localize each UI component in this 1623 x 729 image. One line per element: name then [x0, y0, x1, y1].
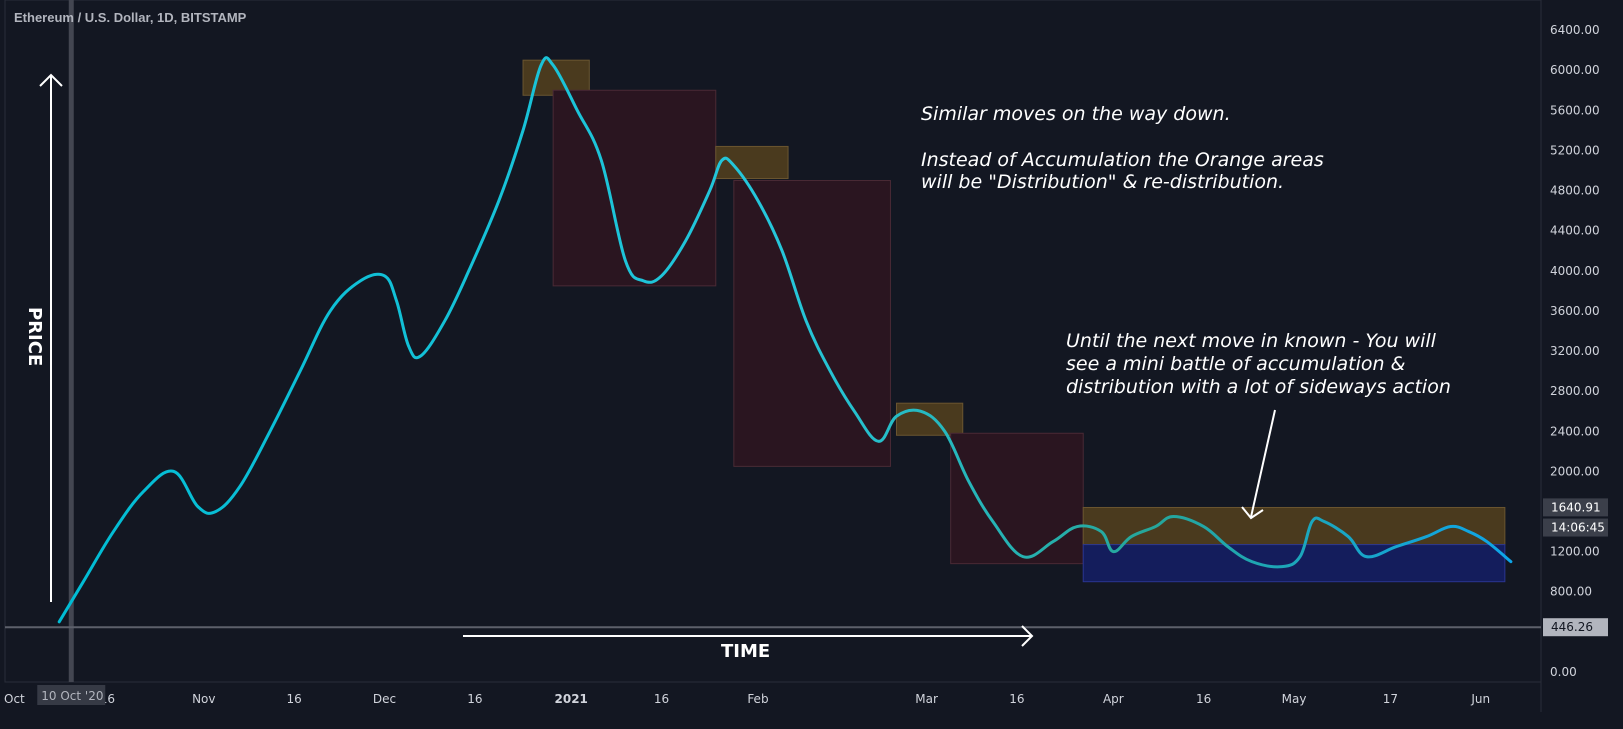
x-tick-label: 16 [654, 692, 669, 706]
x-tick-label: Nov [192, 692, 215, 706]
x-tick-label: Dec [373, 692, 396, 706]
distribution-zone[interactable] [1082, 506, 1506, 546]
price-series-line [57, 56, 1513, 624]
x-tick-label: Apr [1103, 692, 1124, 706]
annotation-side-line3: distribution with a lot of sideways acti… [1066, 376, 1451, 398]
x-tick-label: Oct [4, 692, 25, 706]
y-tick-label: 0.00 [1550, 665, 1577, 679]
distribution-zone[interactable] [895, 402, 964, 436]
price-tags: 1640.91 14:06:45 446.26 [1543, 498, 1608, 637]
y-tick-label: 1200.00 [1550, 545, 1600, 559]
y-tick-label: 6000.00 [1550, 63, 1600, 77]
decline-zone[interactable] [733, 180, 891, 467]
y-tick-label: 6400.00 [1550, 23, 1600, 37]
x-tick-label: 16 [1009, 692, 1024, 706]
y-tick-label: 5200.00 [1550, 143, 1600, 157]
y-tick-label: 5600.00 [1550, 103, 1600, 117]
x-tick-label: 16 [1196, 692, 1211, 706]
y-tick-label: 2400.00 [1550, 424, 1600, 438]
x-tick-label: 16 [467, 692, 482, 706]
current-price-tag-bg [1543, 498, 1608, 517]
annotation-side-line2: see a mini battle of accumulation & [1066, 353, 1405, 375]
price-arrow [39, 73, 63, 602]
svg-text:10 Oct '20: 10 Oct '20 [41, 689, 103, 703]
chart-title: Ethereum / U.S. Dollar, 1D, BITSTAMP [14, 10, 247, 25]
annotation-main-line1: Similar moves on the way down. [921, 103, 1231, 125]
x-tick-label: May [1282, 692, 1307, 706]
x-tick-label: Mar [915, 692, 938, 706]
y-tick-label: 4000.00 [1550, 264, 1600, 278]
time-arrow [463, 625, 1034, 647]
x-tick-label: 2021 [555, 692, 588, 706]
distribution-zone[interactable] [715, 145, 789, 180]
crosshair-date-label: 10 Oct '20 [37, 685, 106, 705]
decline-zone[interactable] [950, 432, 1084, 565]
x-tick-label: 16 [286, 692, 301, 706]
y-tick-label: 2800.00 [1550, 384, 1600, 398]
time-axis-word: TIME [721, 641, 770, 662]
y-tick-label: 4400.00 [1550, 224, 1600, 238]
y-tick-label: 3600.00 [1550, 304, 1600, 318]
annotation-main-line3: will be "Distribution" & re-distribution… [921, 171, 1284, 193]
y-tick-label: 2000.00 [1550, 464, 1600, 478]
decline-zone[interactable] [552, 89, 717, 287]
countdown-tag: 14:06:45 [1551, 521, 1605, 535]
x-tick-label: 17 [1383, 692, 1398, 706]
countdown-tag-bg [1543, 518, 1608, 537]
y-tick-label: 800.00 [1550, 585, 1592, 599]
x-axis-ticks: Oct 16 Nov 16 Dec 16 2021 16 Feb Mar 16 Apr 16 May 17 J… [4, 692, 1490, 706]
horizontal-line-price-tag-bg [1543, 618, 1608, 637]
price-axis-word: PRICE [24, 307, 45, 366]
annotation-main-line2: Instead of Accumulation the Orange areas [921, 149, 1324, 171]
horizontal-line-price-tag: 446.26 [1551, 620, 1593, 634]
x-tick-label: Jun [1470, 692, 1490, 706]
x-tick-label: Feb [747, 692, 768, 706]
y-tick-label: 3200.00 [1550, 344, 1600, 358]
current-price-tag: 1640.91 [1551, 500, 1601, 514]
annotation-pointer-arrow [1241, 409, 1276, 520]
y-tick-label: 4800.00 [1550, 184, 1600, 198]
y-axis-ticks: 6400.00 6000.00 5600.00 5200.00 4800.00 4400.… [1550, 23, 1600, 679]
annotation-side-line1: Until the next move in known - You will [1066, 330, 1437, 352]
